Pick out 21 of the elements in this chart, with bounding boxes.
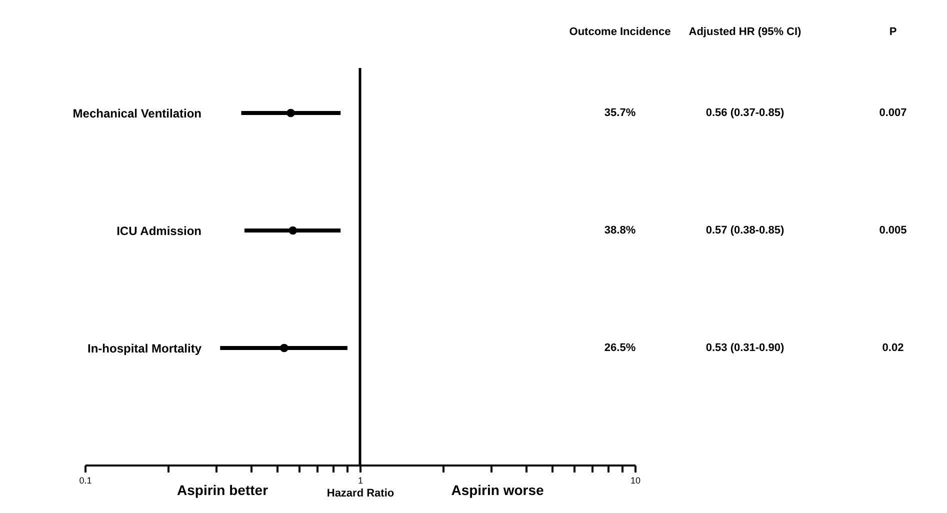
x-tick-label: 1 <box>358 476 364 486</box>
text: Aspirin better <box>176 482 269 498</box>
text: 0.007 <box>879 107 907 119</box>
text: 0.02 <box>882 342 904 354</box>
annotation: 38.8% <box>604 224 636 236</box>
text: P <box>889 26 897 38</box>
text: Outcome Incidence <box>569 26 671 38</box>
y-tick-label: ICU Admission <box>116 224 202 238</box>
text: Adjusted HR (95% CI) <box>688 26 802 38</box>
y-tick-label: In-hospital Mortality <box>88 342 202 356</box>
x-tick-label: 10 <box>630 476 641 486</box>
annotation: 35.7% <box>604 107 636 119</box>
x-axis-title: Hazard Ratio <box>326 488 394 500</box>
x-tick-label: 0.1 <box>79 476 92 486</box>
text: 0.005 <box>879 224 907 236</box>
data-label: 0.56 (0.37-0.85) <box>706 107 784 119</box>
text: Aspirin worse <box>451 482 544 498</box>
data-label: 0.53 (0.31-0.90) <box>706 342 784 354</box>
annotation: 26.5% <box>604 342 636 354</box>
data-label: 0.57 (0.38-0.85) <box>706 224 784 236</box>
y-tick-label: Mechanical Ventilation <box>72 106 202 120</box>
